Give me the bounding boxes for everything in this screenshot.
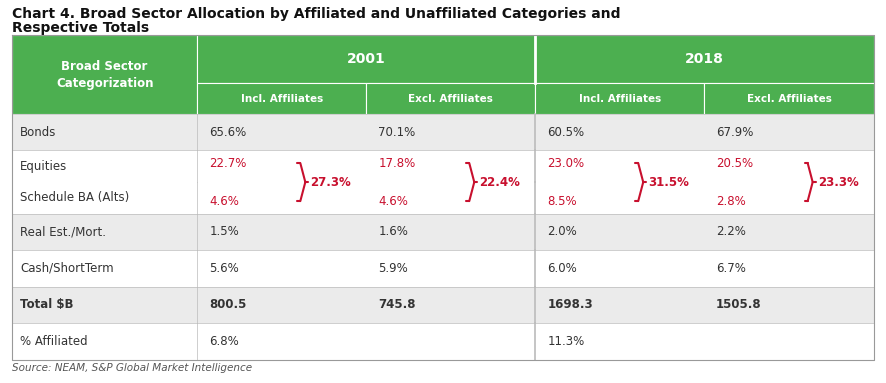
Text: Respective Totals: Respective Totals <box>12 21 149 35</box>
Text: 11.3%: 11.3% <box>548 335 585 348</box>
Text: 8.5%: 8.5% <box>548 195 577 208</box>
Text: 4.6%: 4.6% <box>209 195 239 208</box>
Bar <box>535 35 874 83</box>
Text: 6.8%: 6.8% <box>209 335 239 348</box>
Text: 17.8%: 17.8% <box>378 157 416 170</box>
Text: 70.1%: 70.1% <box>378 126 416 139</box>
Text: Bonds: Bonds <box>20 126 57 139</box>
Text: 745.8: 745.8 <box>378 298 416 311</box>
Bar <box>12 151 874 182</box>
Text: 60.5%: 60.5% <box>548 126 585 139</box>
Text: Cash/ShortTerm: Cash/ShortTerm <box>20 262 113 275</box>
Text: Excl. Affiliates: Excl. Affiliates <box>747 93 832 103</box>
Text: 800.5: 800.5 <box>209 298 246 311</box>
Text: 5.6%: 5.6% <box>209 262 239 275</box>
Text: 1698.3: 1698.3 <box>548 298 593 311</box>
Text: Source: NEAM, S&P Global Market Intelligence: Source: NEAM, S&P Global Market Intellig… <box>12 363 253 373</box>
Text: 23.3%: 23.3% <box>818 176 859 188</box>
Text: 2.0%: 2.0% <box>548 226 577 239</box>
Text: 1.6%: 1.6% <box>378 226 408 239</box>
Text: 6.0%: 6.0% <box>548 262 577 275</box>
Text: 2.2%: 2.2% <box>716 226 746 239</box>
Text: 22.4%: 22.4% <box>479 176 520 188</box>
Text: 6.7%: 6.7% <box>716 262 746 275</box>
Text: 67.9%: 67.9% <box>716 126 754 139</box>
Text: 2.8%: 2.8% <box>716 195 746 208</box>
Text: 20.5%: 20.5% <box>716 157 753 170</box>
Text: Total $B: Total $B <box>20 298 74 311</box>
Bar <box>12 250 874 287</box>
Text: Broad Sector
Categorization: Broad Sector Categorization <box>56 59 153 90</box>
Text: 65.6%: 65.6% <box>209 126 246 139</box>
Bar <box>12 323 874 360</box>
Bar <box>198 35 535 83</box>
Bar <box>12 114 874 151</box>
Text: Excl. Affiliates: Excl. Affiliates <box>408 93 494 103</box>
Text: Incl. Affiliates: Incl. Affiliates <box>241 93 323 103</box>
Bar <box>535 83 704 114</box>
Bar <box>704 83 874 114</box>
Text: 2001: 2001 <box>347 52 385 66</box>
Text: 1.5%: 1.5% <box>209 226 239 239</box>
Text: Incl. Affiliates: Incl. Affiliates <box>579 93 661 103</box>
Text: 4.6%: 4.6% <box>378 195 408 208</box>
Bar <box>12 214 874 250</box>
Text: 1505.8: 1505.8 <box>716 298 762 311</box>
Text: Chart 4. Broad Sector Allocation by Affiliated and Unaffiliated Categories and: Chart 4. Broad Sector Allocation by Affi… <box>12 7 620 21</box>
Text: 5.9%: 5.9% <box>378 262 408 275</box>
Text: 2018: 2018 <box>685 52 724 66</box>
Text: 22.7%: 22.7% <box>209 157 246 170</box>
Bar <box>198 83 366 114</box>
Text: % Affiliated: % Affiliated <box>20 335 88 348</box>
Text: Real Est./Mort.: Real Est./Mort. <box>20 226 106 239</box>
Text: Equities: Equities <box>20 160 67 173</box>
Bar <box>12 182 874 214</box>
Text: 31.5%: 31.5% <box>649 176 689 188</box>
Bar <box>12 287 874 323</box>
Text: Schedule BA (Alts): Schedule BA (Alts) <box>20 192 129 205</box>
Text: 23.0%: 23.0% <box>548 157 585 170</box>
Bar <box>12 35 198 114</box>
Text: 27.3%: 27.3% <box>310 176 351 188</box>
Bar <box>366 83 535 114</box>
